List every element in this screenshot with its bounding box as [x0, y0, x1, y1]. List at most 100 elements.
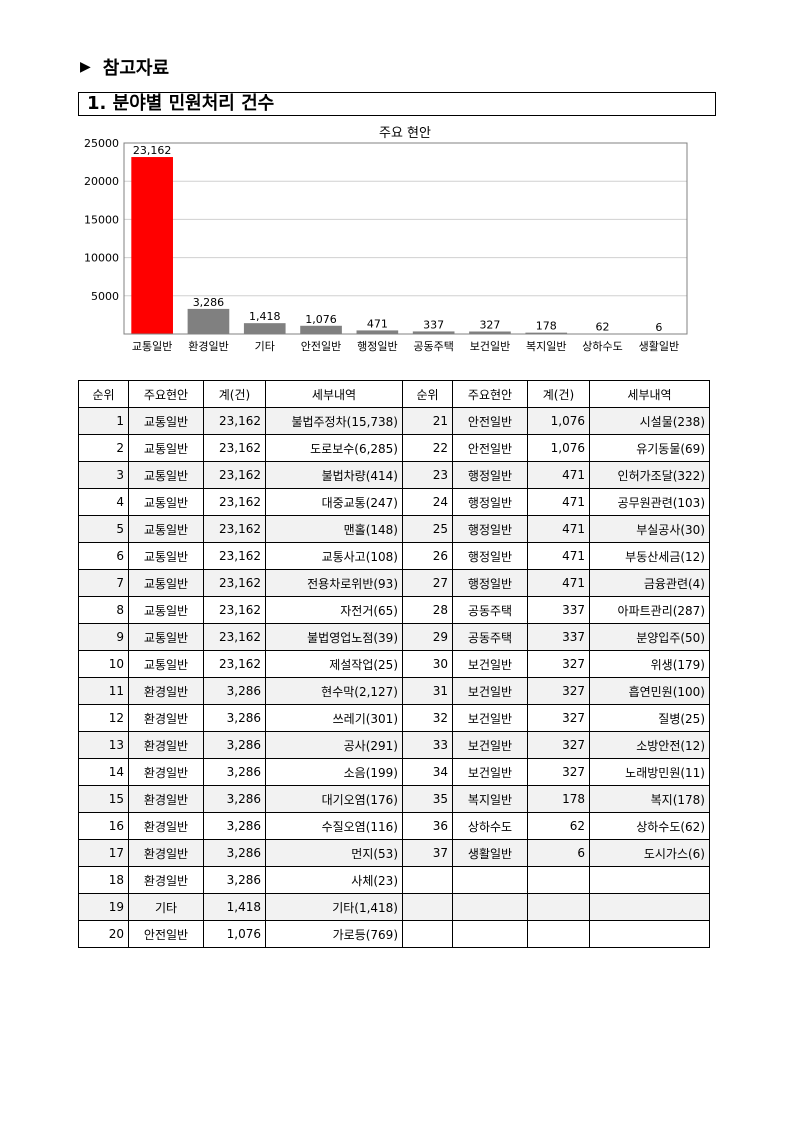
- table-row: 6 교통일반 23,162 교통사고(108) 26 행정일반 471 부동산세금(12): [78, 542, 710, 570]
- cell-rank: 17: [78, 839, 129, 867]
- table-row: 1 교통일반 23,162 불법주정차(15,738) 21 안전일반 1,076 시설물(2…: [78, 407, 710, 435]
- cell-rank: 9: [78, 623, 129, 651]
- cell-total-2: [527, 920, 590, 948]
- table-row: 15 환경일반 3,286 대기오염(176) 35 복지일반 178 복지(178): [78, 785, 710, 813]
- bar-value-label: 178: [536, 320, 557, 333]
- cell-category: 교통일반: [128, 650, 204, 678]
- cell-detail: 맨홀(148): [265, 515, 403, 543]
- x-tick-label: 환경일반: [188, 339, 228, 353]
- cell-category-2: 행정일반: [452, 542, 528, 570]
- cell-total-2: 471: [527, 488, 590, 516]
- cell-detail-2: 시설물(238): [589, 407, 710, 435]
- bar: [525, 332, 568, 334]
- cell-category: 환경일반: [128, 785, 204, 813]
- bar-value-label: 327: [479, 319, 500, 332]
- bar-value-label: 337: [423, 318, 444, 331]
- cell-total: 23,162: [203, 569, 266, 597]
- cell-category: 교통일반: [128, 407, 204, 435]
- cell-detail-2: 흡연민원(100): [589, 677, 710, 705]
- cell-rank-2: 35: [402, 785, 453, 813]
- cell-category: 교통일반: [128, 569, 204, 597]
- bar: [300, 325, 342, 334]
- bar-value-label: 6: [655, 321, 662, 334]
- reference-heading: ▶ 참고자료: [80, 54, 169, 80]
- y-tick-label: 15000: [84, 213, 119, 226]
- table-row: 19 기타 1,418 기타(1,418): [78, 893, 710, 921]
- cell-rank: 2: [78, 434, 129, 462]
- cell-detail-2: 유기동물(69): [589, 434, 710, 462]
- cell-category-2: 공동주택: [452, 623, 528, 651]
- cell-category-2: 보건일반: [452, 677, 528, 705]
- header-category-2: 주요현안: [452, 380, 528, 408]
- x-tick-label: 기타: [255, 340, 275, 353]
- cell-category-2: 안전일반: [452, 434, 528, 462]
- x-tick-label: 행정일반: [357, 339, 397, 353]
- y-tick-label: 20000: [84, 175, 119, 188]
- cell-category: 환경일반: [128, 677, 204, 705]
- cell-detail: 사체(23): [265, 866, 403, 894]
- cell-category: 교통일반: [128, 596, 204, 624]
- cell-category: 환경일반: [128, 704, 204, 732]
- cell-category-2: 보건일반: [452, 758, 528, 786]
- cell-category: 교통일반: [128, 623, 204, 651]
- cell-total: 23,162: [203, 596, 266, 624]
- cell-rank: 3: [78, 461, 129, 489]
- cell-category-2: [452, 920, 528, 948]
- cell-rank: 1: [78, 407, 129, 435]
- cell-category-2: 상하수도: [452, 812, 528, 840]
- x-tick-label: 생활일반: [639, 339, 679, 353]
- cell-total: 23,162: [203, 650, 266, 678]
- x-tick-label: 보건일반: [470, 339, 510, 353]
- chart-title: 주요 현안: [379, 126, 431, 141]
- bar-value-label: 471: [367, 317, 388, 330]
- cell-detail: 쓰레기(301): [265, 704, 403, 732]
- bar-value-label: 1,076: [305, 313, 337, 326]
- cell-rank-2: 26: [402, 542, 453, 570]
- cell-category: 교통일반: [128, 488, 204, 516]
- bar-value-label: 3,286: [193, 296, 225, 309]
- cell-rank: 13: [78, 731, 129, 759]
- cell-total: 23,162: [203, 407, 266, 435]
- cell-detail: 제설작업(25): [265, 650, 403, 678]
- cell-rank-2: 36: [402, 812, 453, 840]
- cell-category: 환경일반: [128, 758, 204, 786]
- cell-detail-2: 분양입주(50): [589, 623, 710, 651]
- cell-total: 1,418: [203, 893, 266, 921]
- cell-total-2: 471: [527, 461, 590, 489]
- header-detail-2: 세부내역: [589, 380, 710, 408]
- cell-category-2: [452, 893, 528, 921]
- cell-detail-2: 복지(178): [589, 785, 710, 813]
- cell-detail: 가로등(769): [265, 920, 403, 948]
- bar-value-label: 23,162: [133, 144, 172, 157]
- cell-rank: 5: [78, 515, 129, 543]
- table-row: 13 환경일반 3,286 공사(291) 33 보건일반 327 소방안전(12): [78, 731, 710, 759]
- cell-total-2: 1,076: [527, 407, 590, 435]
- table-row: 10 교통일반 23,162 제설작업(25) 30 보건일반 327 위생(179): [78, 650, 710, 678]
- cell-category-2: [452, 866, 528, 894]
- cell-total-2: 327: [527, 704, 590, 732]
- cell-total: 3,286: [203, 839, 266, 867]
- cell-category-2: 행정일반: [452, 569, 528, 597]
- cell-detail-2: 인허가조달(322): [589, 461, 710, 489]
- cell-detail-2: [589, 866, 710, 894]
- cell-rank-2: 22: [402, 434, 453, 462]
- cell-category-2: 생활일반: [452, 839, 528, 867]
- cell-rank-2: 25: [402, 515, 453, 543]
- table-header-row: 순위 주요현안 계(건) 세부내역 순위 주요현안 계(건) 세부내역: [78, 380, 710, 408]
- y-tick-label: 10000: [84, 252, 119, 265]
- cell-rank-2: 31: [402, 677, 453, 705]
- bar: [131, 157, 173, 334]
- cell-rank: 19: [78, 893, 129, 921]
- cell-total-2: 327: [527, 677, 590, 705]
- table-row: 11 환경일반 3,286 현수막(2,127) 31 보건일반 327 흡연민원(100): [78, 677, 710, 705]
- cell-detail: 자전거(65): [265, 596, 403, 624]
- reference-heading-text: 참고자료: [102, 58, 170, 79]
- cell-rank-2: 34: [402, 758, 453, 786]
- table-row: 7 교통일반 23,162 전용차로위반(93) 27 행정일반 471 금융관련(4): [78, 569, 710, 597]
- cell-rank: 7: [78, 569, 129, 597]
- bar: [243, 323, 286, 334]
- cell-detail-2: 공무원관련(103): [589, 488, 710, 516]
- x-tick-label: 공동주택: [413, 340, 453, 353]
- cell-category: 안전일반: [128, 920, 204, 948]
- cell-total: 1,076: [203, 920, 266, 948]
